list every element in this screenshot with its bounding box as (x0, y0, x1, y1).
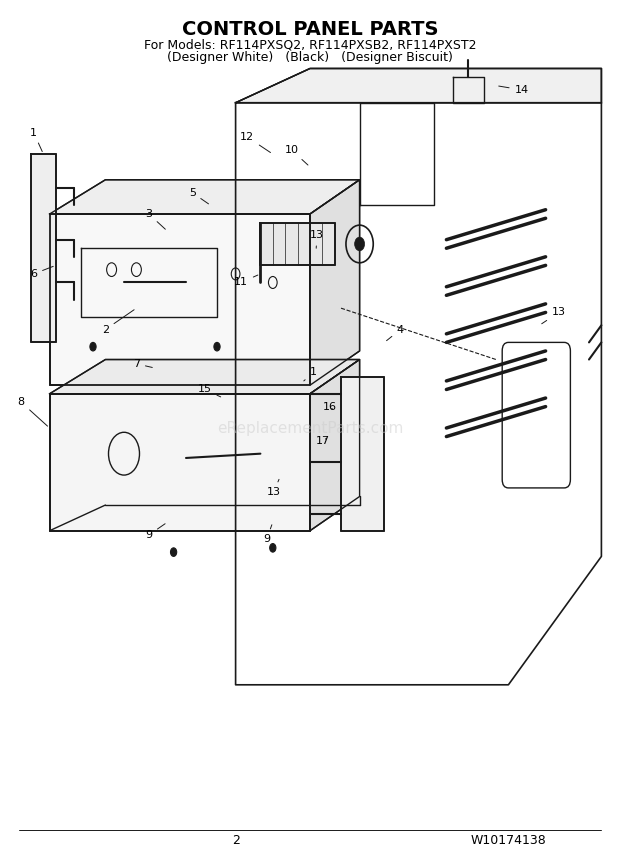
Polygon shape (50, 214, 310, 385)
Text: 13: 13 (267, 479, 281, 497)
Text: 15: 15 (198, 384, 221, 397)
Polygon shape (50, 180, 360, 214)
Text: 6: 6 (30, 266, 53, 279)
Polygon shape (341, 377, 384, 531)
Text: 1: 1 (30, 128, 42, 152)
Circle shape (355, 237, 365, 251)
Text: eReplacementParts.com: eReplacementParts.com (217, 420, 403, 436)
Text: 4: 4 (386, 324, 404, 341)
Polygon shape (310, 180, 360, 385)
Text: 8: 8 (18, 397, 48, 426)
Text: 12: 12 (240, 132, 270, 152)
Circle shape (170, 548, 177, 556)
Text: 2: 2 (102, 310, 134, 335)
Polygon shape (310, 360, 360, 531)
Text: 5: 5 (188, 187, 208, 204)
Text: 13: 13 (310, 230, 324, 248)
Text: 9: 9 (145, 524, 165, 540)
FancyBboxPatch shape (502, 342, 570, 488)
Text: (Designer White)   (Black)   (Designer Biscuit): (Designer White) (Black) (Designer Biscu… (167, 51, 453, 64)
Text: For Models: RF114PXSQ2, RF114PXSB2, RF114PXST2: For Models: RF114PXSQ2, RF114PXSB2, RF11… (144, 38, 476, 51)
Text: 2: 2 (232, 834, 239, 847)
Text: 1: 1 (304, 367, 317, 381)
Text: 13: 13 (542, 307, 566, 324)
Polygon shape (50, 360, 360, 394)
Text: 11: 11 (234, 275, 258, 288)
Polygon shape (50, 394, 310, 531)
Circle shape (90, 342, 96, 351)
Text: 17: 17 (316, 436, 330, 446)
Circle shape (270, 544, 276, 552)
Circle shape (214, 342, 220, 351)
Text: 14: 14 (498, 85, 529, 95)
Polygon shape (236, 68, 601, 103)
Text: 16: 16 (322, 401, 337, 412)
Text: 7: 7 (133, 359, 153, 369)
Text: CONTROL PANEL PARTS: CONTROL PANEL PARTS (182, 21, 438, 39)
Text: 10: 10 (285, 145, 308, 165)
Text: 3: 3 (145, 209, 166, 229)
Text: W10174138: W10174138 (471, 834, 546, 847)
Polygon shape (260, 223, 335, 265)
Text: 9: 9 (263, 525, 272, 544)
Polygon shape (31, 154, 56, 342)
